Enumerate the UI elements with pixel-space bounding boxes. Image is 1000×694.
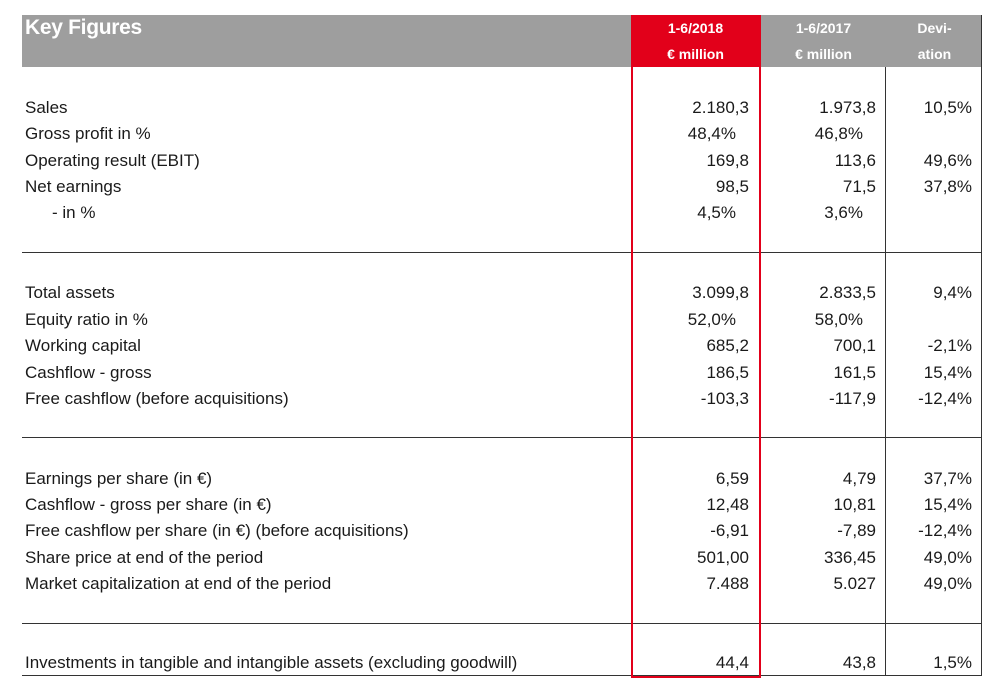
- value-2017: 43,8: [842, 653, 876, 672]
- value-2018: 6,59: [715, 469, 749, 488]
- table-row: Cashflow - gross per share (in €) 12,48 …: [22, 492, 982, 518]
- column-header-2018: 1-6/2018 € million: [633, 15, 758, 67]
- table-row: Operating result (EBIT) 169,8 113,6 49,6…: [22, 148, 982, 174]
- row-label: Operating result (EBIT): [25, 151, 200, 170]
- table-row: Share price at end of the period 501,00 …: [22, 545, 982, 571]
- section-divider-2: [22, 437, 982, 438]
- value-deviation: 49,0%: [923, 574, 972, 593]
- value-deviation: 15,4%: [923, 363, 972, 382]
- key-figures-table: Key Figures 1-6/2018 € million 1-6/2017 …: [22, 15, 982, 678]
- section-divider-1: [22, 252, 982, 253]
- table-row: Equity ratio in % 52,0% 58,0%: [22, 307, 982, 333]
- header-bar: [22, 15, 982, 67]
- row-label: Equity ratio in %: [25, 310, 148, 329]
- value-deviation: 15,4%: [923, 495, 972, 514]
- value-2017: 10,81: [833, 495, 876, 514]
- table-row: - in % 4,5% 3,6%: [22, 200, 982, 226]
- value-2017: 46,8%: [814, 124, 863, 143]
- row-label: Net earnings: [25, 177, 122, 196]
- column-header-deviation: Devi- ation: [887, 15, 982, 67]
- value-deviation: 1,5%: [933, 653, 972, 672]
- column-header-2017-period: 1-6/2017: [795, 20, 852, 36]
- row-label: - in %: [52, 203, 96, 222]
- value-2018: -6,91: [710, 521, 749, 540]
- value-deviation: 37,7%: [923, 469, 972, 488]
- column-header-2017: 1-6/2017 € million: [761, 15, 886, 67]
- row-label: Sales: [25, 98, 68, 117]
- row-label: Earnings per share (in €): [25, 469, 213, 488]
- value-2018: 169,8: [706, 151, 749, 170]
- table-bottom-border: [22, 675, 982, 676]
- table-row: Free cashflow (before acquisitions) -103…: [22, 386, 982, 412]
- table-right-border: [981, 15, 982, 676]
- row-label: Market capitalization at end of the peri…: [25, 574, 332, 593]
- value-2017: 161,5: [833, 363, 876, 382]
- table-row: Net earnings 98,5 71,5 37,8%: [22, 174, 982, 200]
- table-row: Total assets 3.099,8 2.833,5 9,4%: [22, 280, 982, 306]
- value-deviation: 9,4%: [933, 283, 972, 302]
- row-label: Cashflow - gross: [25, 363, 152, 382]
- value-2017: 5.027: [833, 574, 876, 593]
- column-header-2018-period: 1-6/2018: [667, 20, 724, 36]
- highlight-frame-2018: [631, 15, 761, 678]
- value-deviation: 49,0%: [923, 548, 972, 567]
- row-label: Working capital: [25, 336, 141, 355]
- value-deviation: 37,8%: [923, 177, 972, 196]
- table-row: Gross profit in % 48,4% 46,8%: [22, 121, 982, 147]
- table-row: Investments in tangible and intangible a…: [22, 650, 982, 676]
- value-2017: 2.833,5: [819, 283, 876, 302]
- value-2018: 2.180,3: [692, 98, 749, 117]
- table-row: Earnings per share (in €) 6,59 4,79 37,7…: [22, 466, 982, 492]
- value-2017: -117,9: [829, 389, 876, 408]
- row-label: Share price at end of the period: [25, 548, 264, 567]
- value-2018: 44,4: [715, 653, 749, 672]
- value-2018: 7.488: [706, 574, 749, 593]
- table-row: Working capital 685,2 700,1 -2,1%: [22, 333, 982, 359]
- table-title: Key Figures: [25, 16, 142, 39]
- column-header-2018-unit: € million: [667, 46, 724, 62]
- row-label: Total assets: [25, 283, 115, 302]
- value-deviation: -12,4%: [918, 389, 972, 408]
- row-label: Free cashflow per share (in €) (before a…: [25, 521, 409, 540]
- value-2017: -7,89: [837, 521, 876, 540]
- value-2018: 52,0%: [687, 310, 736, 329]
- table-row: Market capitalization at end of the peri…: [22, 571, 982, 597]
- value-2018: 98,5: [715, 177, 749, 196]
- column-header-deviation-line1: Devi-: [917, 20, 952, 36]
- value-deviation: -2,1%: [927, 336, 972, 355]
- row-label: Gross profit in %: [25, 124, 151, 143]
- value-2017: 1.973,8: [819, 98, 876, 117]
- value-2018: 186,5: [706, 363, 749, 382]
- value-deviation: -12,4%: [918, 521, 972, 540]
- value-2017: 3,6%: [824, 203, 863, 222]
- row-label: Cashflow - gross per share (in €): [25, 495, 272, 514]
- value-2018: -103,3: [700, 389, 749, 408]
- value-2018: 685,2: [706, 336, 749, 355]
- value-2017: 700,1: [833, 336, 876, 355]
- value-2017: 71,5: [842, 177, 876, 196]
- table-row: Sales 2.180,3 1.973,8 10,5%: [22, 95, 982, 121]
- header-highlight-2018: [633, 15, 759, 67]
- value-2018: 4,5%: [697, 203, 736, 222]
- value-2018: 12,48: [706, 495, 749, 514]
- column-header-2017-unit: € million: [795, 46, 852, 62]
- value-2018: 48,4%: [687, 124, 736, 143]
- table-row: Cashflow - gross 186,5 161,5 15,4%: [22, 360, 982, 386]
- section-divider-3: [22, 623, 982, 624]
- value-2018: 501,00: [697, 548, 749, 567]
- value-deviation: 10,5%: [923, 98, 972, 117]
- table-row: Free cashflow per share (in €) (before a…: [22, 518, 982, 544]
- row-label: Free cashflow (before acquisitions): [25, 389, 289, 408]
- value-2017: 58,0%: [814, 310, 863, 329]
- column-divider-deviation: [885, 67, 886, 676]
- value-2017: 4,79: [842, 469, 876, 488]
- value-deviation: 49,6%: [923, 151, 972, 170]
- value-2017: 113,6: [834, 151, 876, 170]
- column-header-deviation-line2: ation: [917, 46, 952, 62]
- row-label: Investments in tangible and intangible a…: [25, 653, 518, 672]
- value-2017: 336,45: [824, 548, 876, 567]
- value-2018: 3.099,8: [692, 283, 749, 302]
